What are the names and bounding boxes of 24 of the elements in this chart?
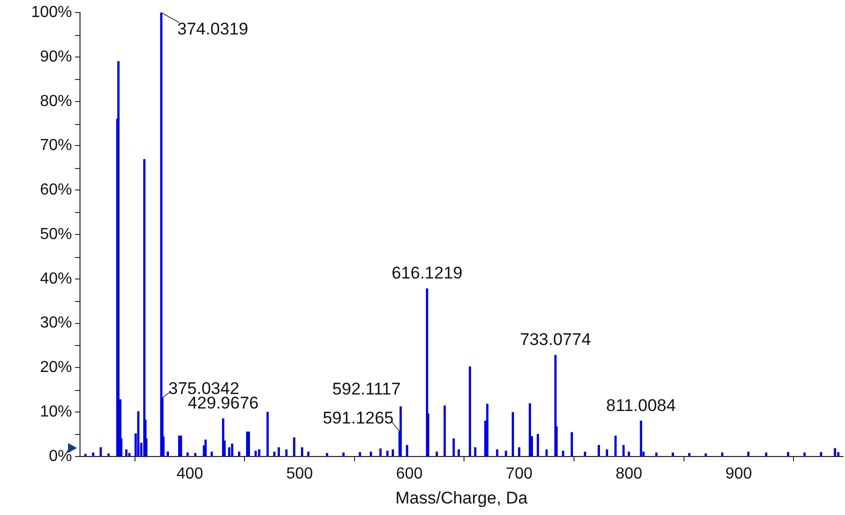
y-tick-label: 90% (40, 48, 72, 66)
y-tick-label: 60% (40, 182, 72, 199)
annotation: 374.0319 (177, 20, 248, 39)
x-tick-label: 400 (176, 465, 204, 482)
y-tick-label: 10% (40, 403, 72, 420)
annotation: 592.1117 (332, 380, 401, 399)
annotation: 616.1219 (392, 264, 463, 283)
y-tick-label: 30% (40, 314, 72, 332)
y-tick-label: 20% (40, 359, 72, 376)
annotation: 733.0774 (520, 330, 591, 350)
y-tick-label: 70% (40, 137, 72, 154)
y-tick-label: 40% (40, 270, 72, 288)
y-tick-label: 80% (40, 92, 72, 110)
x-tick-label: 900 (725, 465, 752, 482)
annotation: 811.0084 (606, 396, 676, 415)
x-tick-label: 500 (286, 465, 314, 482)
x-axis-title: Mass/Charge, Da (395, 488, 528, 508)
y-tick-label: 100% (31, 4, 72, 22)
x-tick-label: 700 (506, 465, 533, 482)
x-tick-label: 800 (616, 465, 642, 482)
x-tick-label: 600 (396, 465, 423, 482)
annotation: 591.1265 (322, 408, 394, 428)
y-tick-label: 0% (48, 448, 72, 465)
y-tick-label: 50% (40, 226, 72, 243)
